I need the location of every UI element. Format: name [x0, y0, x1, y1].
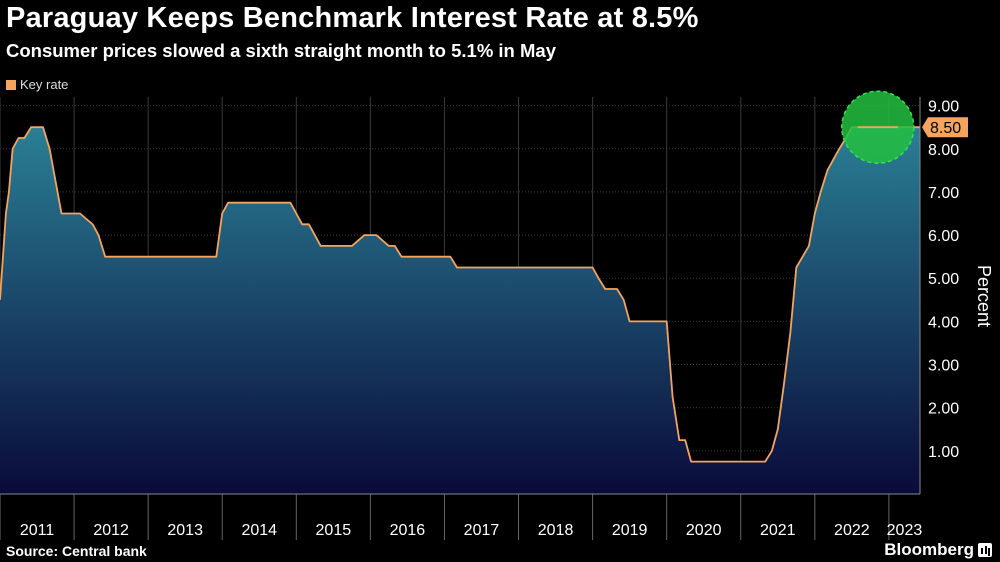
y-axis-title: Percent [974, 265, 994, 327]
last-value-badge [922, 117, 968, 138]
x-tick-label: 2017 [464, 522, 500, 539]
source-note: Source: Central bank [6, 543, 147, 559]
y-tick-label: 6.00 [928, 228, 959, 245]
x-tick-label: 2013 [167, 522, 203, 539]
y-tick-label: 1.00 [928, 444, 959, 461]
x-tick-label: 2023 [887, 522, 923, 539]
x-tick-label: 2011 [20, 522, 55, 539]
y-tick-label: 9.00 [928, 99, 959, 116]
chart-legend: Key rate [6, 77, 68, 92]
chart-subtitle: Consumer prices slowed a sixth straight … [6, 40, 556, 61]
x-tick-label: 2015 [316, 522, 352, 539]
y-tick-label: 8.00 [928, 142, 959, 159]
legend-label-key-rate: Key rate [20, 77, 69, 92]
last-value-label: 8.50 [930, 120, 961, 137]
x-tick-label: 2018 [538, 522, 574, 539]
bloomberg-chart-icon [978, 543, 992, 557]
y-tick-label: 2.00 [928, 401, 959, 418]
y-tick-label: 3.00 [928, 358, 959, 375]
x-tick-label: 2014 [241, 522, 277, 539]
x-tick-label: 2016 [390, 522, 426, 539]
key-rate-area [0, 127, 920, 494]
brand-logo: Bloomberg [884, 540, 992, 560]
brand-name: Bloomberg [884, 540, 974, 559]
y-tick-label: 7.00 [928, 185, 959, 202]
x-tick-label: 2022 [834, 522, 870, 539]
key-rate-line [0, 126, 920, 463]
legend-swatch-key-rate [6, 79, 16, 90]
y-tick-label: 5.00 [928, 271, 959, 288]
x-tick-label: 2019 [612, 522, 648, 539]
x-tick-label: 2021 [760, 522, 796, 539]
chart-title: Paraguay Keeps Benchmark Interest Rate a… [6, 2, 699, 34]
x-tick-label: 2020 [686, 522, 722, 539]
y-tick-label: 4.00 [928, 314, 959, 331]
x-tick-label: 2012 [93, 522, 129, 539]
